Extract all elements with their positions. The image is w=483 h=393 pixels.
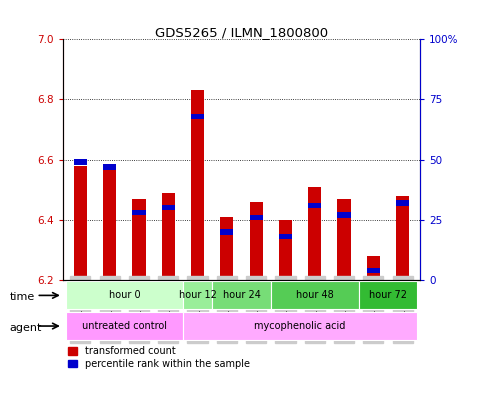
- Bar: [132, 210, 145, 215]
- Bar: [103, 169, 116, 280]
- Text: hour 48: hour 48: [296, 290, 334, 300]
- Bar: [250, 202, 263, 280]
- Text: time: time: [10, 292, 35, 302]
- Text: hour 72: hour 72: [369, 290, 407, 300]
- Bar: [396, 196, 409, 280]
- Bar: [183, 281, 212, 310]
- Bar: [338, 199, 351, 280]
- Text: untreated control: untreated control: [82, 321, 167, 331]
- Text: mycophenolic acid: mycophenolic acid: [255, 321, 346, 331]
- Bar: [338, 213, 351, 218]
- Bar: [74, 160, 87, 165]
- Bar: [162, 205, 175, 211]
- Bar: [212, 281, 271, 310]
- Bar: [191, 114, 204, 119]
- Bar: [66, 281, 183, 310]
- Bar: [396, 200, 409, 206]
- Bar: [191, 90, 204, 280]
- Bar: [367, 256, 380, 280]
- Bar: [162, 193, 175, 280]
- Bar: [308, 203, 321, 208]
- Bar: [367, 268, 380, 273]
- Text: hour 0: hour 0: [109, 290, 140, 300]
- Bar: [220, 217, 233, 280]
- Bar: [66, 312, 183, 340]
- Bar: [279, 234, 292, 239]
- Bar: [271, 281, 359, 310]
- Text: hour 12: hour 12: [179, 290, 216, 300]
- Bar: [103, 164, 116, 169]
- Bar: [308, 187, 321, 280]
- Bar: [132, 199, 145, 280]
- Text: hour 24: hour 24: [223, 290, 260, 300]
- Bar: [359, 281, 417, 310]
- Text: GDS5265 / ILMN_1800800: GDS5265 / ILMN_1800800: [155, 26, 328, 39]
- Text: agent: agent: [10, 323, 42, 333]
- Bar: [183, 312, 417, 340]
- Bar: [250, 215, 263, 220]
- Bar: [279, 220, 292, 280]
- Bar: [74, 166, 87, 280]
- Bar: [220, 229, 233, 235]
- Legend: transformed count, percentile rank within the sample: transformed count, percentile rank withi…: [68, 346, 250, 369]
